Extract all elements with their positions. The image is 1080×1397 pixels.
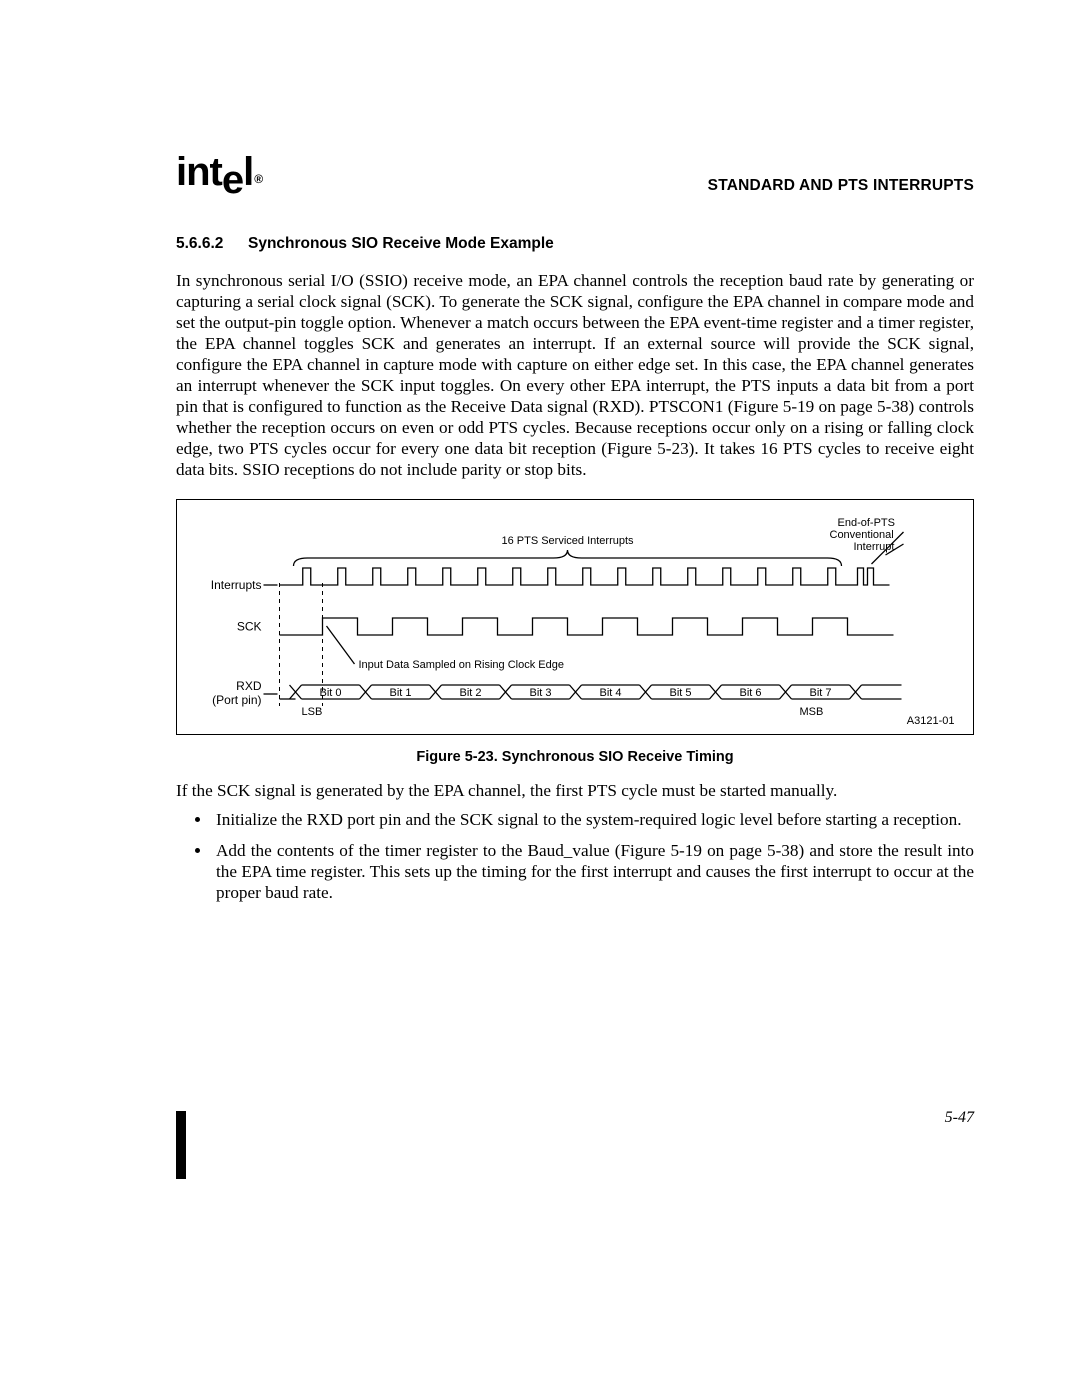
svg-text:(Port pin): (Port pin) [212,693,261,707]
svg-text:Bit 7: Bit 7 [809,687,831,699]
svg-text:Bit 6: Bit 6 [739,687,761,699]
section-heading: 5.6.6.2Synchronous SIO Receive Mode Exam… [176,235,974,253]
page: intel® STANDARD AND PTS INTERRUPTS 5.6.6… [0,0,1080,1397]
intel-logo: intel® [176,150,261,195]
svg-text:Conventional: Conventional [830,529,894,541]
svg-text:Input Data Sampled on Rising C: Input Data Sampled on Rising Clock Edge [359,659,564,671]
svg-text:RXD: RXD [236,679,262,693]
change-bar [176,1111,186,1179]
svg-text:MSB: MSB [800,706,824,718]
section-title: Synchronous SIO Receive Mode Example [248,235,554,252]
svg-text:Bit 0: Bit 0 [319,687,341,699]
svg-text:A3121-01: A3121-01 [907,715,955,727]
svg-text:Bit 4: Bit 4 [599,687,621,699]
svg-text:16 PTS Serviced Interrupts: 16 PTS Serviced Interrupts [501,535,634,547]
header-row: intel® STANDARD AND PTS INTERRUPTS [176,150,974,195]
svg-text:Bit 5: Bit 5 [669,687,691,699]
svg-text:Bit 2: Bit 2 [459,687,481,699]
svg-text:End-of-PTS: End-of-PTS [838,517,895,529]
svg-text:Bit 3: Bit 3 [529,687,551,699]
figure-caption: Figure 5-23. Synchronous SIO Receive Tim… [176,749,974,765]
paragraph-main: In synchronous serial I/O (SSIO) receive… [176,271,974,481]
svg-text:Interrupts: Interrupts [211,578,262,592]
page-number: 5-47 [945,1109,974,1127]
list-item: Initialize the RXD port pin and the SCK … [212,810,974,831]
section-number: 5.6.6.2 [176,235,248,253]
figure-5-23: Interrupts SCK RXD(Port pin) 16 PTS Service… [176,499,974,735]
paragraph-after-figure: If the SCK signal is generated by the EP… [176,781,974,802]
svg-text:SCK: SCK [237,619,262,633]
svg-text:Bit 1: Bit 1 [389,687,411,699]
svg-text:LSB: LSB [302,706,323,718]
timing-diagram-svg: Interrupts SCK RXD(Port pin) 16 PTS Service… [177,500,973,734]
bullet-list: Initialize the RXD port pin and the SCK … [176,810,974,904]
list-item: Add the contents of the timer register t… [212,841,974,904]
chapter-title: STANDARD AND PTS INTERRUPTS [708,177,974,195]
